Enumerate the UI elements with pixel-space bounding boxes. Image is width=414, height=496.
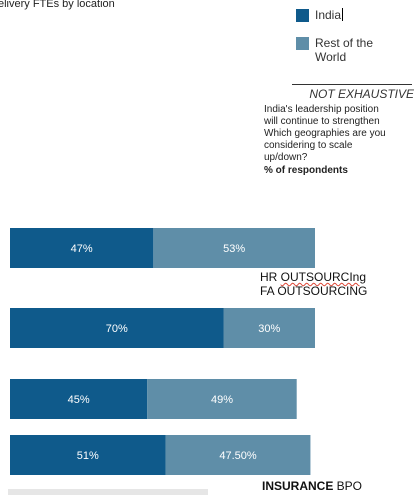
question-line: Which geographies are you	[264, 128, 386, 139]
divider-rule	[292, 84, 412, 85]
data-label: 45%	[68, 394, 90, 406]
unit-label: % of respondents	[264, 165, 348, 176]
row-label-insurance-bold: INSURANCE	[262, 479, 334, 493]
legend-label-india: India	[315, 8, 342, 22]
row-label-fa-outsourcing: FA OUTSOURCING	[260, 284, 368, 298]
legend-item-rest-of-world: Rest of the World	[296, 36, 385, 64]
question-block: India's leadership position will continu…	[264, 104, 414, 177]
bar-segment-india	[10, 379, 148, 419]
row-label-hr-outsourcing: HR OUTSOURCIng	[260, 270, 366, 284]
data-label: 47%	[71, 243, 93, 255]
text-cursor	[342, 8, 344, 21]
bar-segment-india	[10, 228, 154, 268]
question-line: considering to scale	[264, 140, 353, 151]
question-line: will continue to strengthen	[264, 116, 380, 127]
data-label: 51%	[77, 450, 99, 462]
bar-segment-rest-of-world	[153, 228, 315, 268]
row-label-hr-prefix: HR	[260, 270, 281, 284]
legend-item-india: India	[296, 8, 344, 22]
bar-segment-rest-of-world	[223, 308, 315, 348]
footer-bar	[8, 489, 208, 495]
data-label: 47.50%	[219, 450, 257, 462]
legend-swatch-rest-of-world	[296, 37, 309, 50]
row-label-hr-suffix: OUTSOURCIng	[280, 270, 367, 284]
legend-label-rest-of-world: Rest of the World	[315, 36, 374, 64]
legend-swatch-india	[296, 9, 309, 22]
data-label: 30%	[258, 323, 280, 335]
row-label-insurance-rest: BPO	[333, 479, 363, 493]
bar-segment-india	[10, 308, 224, 348]
row-label-insurance-bpo: INSURANCE BPO	[262, 479, 362, 493]
question-line: up/down?	[264, 152, 308, 163]
bar-segment-india	[10, 435, 166, 475]
question-line: India's leadership position	[264, 104, 379, 115]
data-label: 70%	[106, 323, 128, 335]
not-exhaustive-note: NOT EXHAUSTIVE	[309, 87, 414, 101]
bar-segment-rest-of-world	[165, 435, 311, 475]
data-label: 49%	[211, 394, 233, 406]
bar-segment-rest-of-world	[147, 379, 297, 419]
data-label: 53%	[223, 243, 245, 255]
chart-subtitle: elivery FTEs by location	[0, 0, 115, 10]
